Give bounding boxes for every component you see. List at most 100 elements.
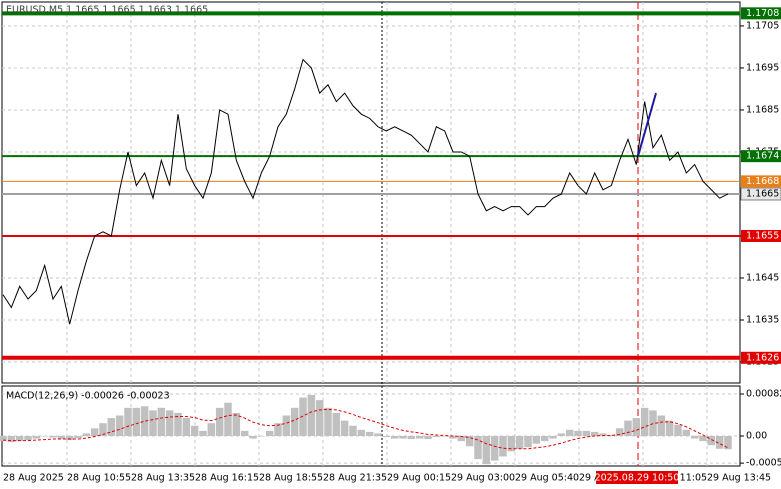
macd-bar — [40, 435, 49, 437]
macd-bar — [465, 435, 474, 447]
cursor-label: 2025.08.29 10:50 — [595, 473, 680, 484]
y-tick-label: 1.1635 — [746, 314, 779, 325]
price-line — [2, 58, 729, 325]
macd-bar — [674, 424, 682, 436]
macd-bar — [315, 400, 324, 436]
macd-bar — [707, 435, 716, 446]
macd-bar — [474, 435, 482, 460]
macd-panel — [1, 385, 741, 467]
macd-bar — [507, 435, 516, 452]
macd-bar — [424, 435, 432, 440]
macd-bar — [632, 418, 641, 436]
macd-bar — [582, 430, 591, 436]
y-tick-label: 0.00 — [746, 430, 767, 441]
macd-bar — [665, 420, 674, 436]
level-label: 1.1708 — [746, 8, 779, 19]
y-tick-label: 0.00082 — [746, 388, 781, 399]
macd-bar — [107, 418, 116, 436]
level-label: 1.1674 — [746, 151, 779, 162]
macd-bar — [557, 433, 566, 436]
macd-bar — [124, 407, 132, 436]
level-label: 1.1655 — [746, 230, 779, 241]
macd-bar — [32, 435, 41, 439]
macd-bar — [165, 410, 174, 436]
macd-bar — [265, 430, 274, 436]
macd-bar — [365, 431, 374, 436]
macd-bar — [432, 435, 441, 438]
x-tick-label: 28 Aug 2025 — [3, 473, 64, 484]
macd-bar — [49, 435, 57, 438]
macd-bar — [57, 435, 66, 440]
macd-bar — [74, 435, 82, 439]
macd-bar — [7, 435, 16, 443]
macd-bar — [290, 407, 299, 436]
main-panel — [1, 1, 741, 384]
level-label-box — [741, 7, 781, 20]
macd-bar — [82, 433, 91, 436]
level-label-box — [741, 150, 781, 163]
macd-bar — [390, 435, 399, 439]
macd-bar — [524, 435, 532, 448]
macd-bar — [199, 430, 207, 436]
macd-bar — [115, 415, 124, 436]
macd-bar — [149, 410, 157, 436]
macd-bar — [190, 425, 199, 436]
macd-bar — [590, 431, 599, 436]
macd-bar — [607, 434, 616, 436]
macd-bar — [682, 429, 691, 436]
macd-bar — [249, 435, 257, 439]
macd-bar — [349, 425, 357, 436]
macd-bar — [65, 435, 74, 441]
macd-bar — [640, 407, 649, 436]
macd-bar — [657, 415, 666, 436]
y-tick-label: 1.1705 — [746, 20, 779, 31]
macd-bar — [599, 433, 607, 436]
macd-bar — [690, 435, 699, 439]
y-tick-label: -0.00053 — [746, 458, 781, 469]
macd-bar — [574, 430, 582, 436]
x-tick-label: 28 Aug 13:35 — [131, 473, 195, 484]
macd-bar — [257, 435, 266, 437]
macd-bar — [699, 435, 707, 442]
macd-bar — [0, 435, 7, 442]
x-tick-label: 28 Aug 18:55 — [259, 473, 323, 484]
macd-label: MACD(12,26,9) -0.00026 -0.00023 — [6, 391, 170, 402]
macd-bar — [132, 407, 141, 436]
macd-bar — [540, 435, 549, 442]
macd-bar — [515, 435, 524, 449]
macd-bar — [399, 435, 407, 439]
macd-bar — [340, 420, 349, 436]
x-tick-label: 28 Aug 16:15 — [195, 473, 259, 484]
macd-bar — [307, 395, 316, 436]
macd-bar — [715, 435, 724, 449]
cursor-label-box — [596, 471, 678, 484]
macd-bar — [649, 410, 657, 436]
macd-bar — [415, 435, 424, 439]
macd-bar — [140, 406, 149, 436]
macd-bar — [282, 415, 291, 436]
macd-bar — [724, 435, 732, 450]
level-label-box — [740, 187, 781, 201]
macd-bar — [565, 429, 574, 436]
macd-bar — [490, 435, 499, 461]
trendline — [637, 92, 657, 157]
macd-bar — [274, 423, 282, 436]
level-label-box — [741, 229, 781, 242]
macd-bar — [457, 435, 466, 442]
chart-title: EURUSD,M5 1.1665 1.1665 1.1663 1.1665 — [6, 5, 208, 16]
macd-bar — [15, 435, 24, 442]
macd-bar — [90, 428, 99, 436]
macd-bar — [549, 435, 557, 439]
y-tick-label: 1.1685 — [746, 104, 779, 115]
x-tick-label: 29 Aug 05:40 — [515, 473, 579, 484]
macd-bar — [174, 412, 182, 436]
macd-bar — [207, 423, 216, 436]
macd-signal — [2, 408, 729, 450]
macd-bar — [357, 429, 366, 436]
level-label-box — [741, 175, 781, 188]
y-tick-label: 1.1645 — [746, 272, 779, 283]
y-tick-label: 1.1695 — [746, 62, 779, 73]
x-tick-label: 29 Aug 03:00 — [451, 473, 515, 484]
